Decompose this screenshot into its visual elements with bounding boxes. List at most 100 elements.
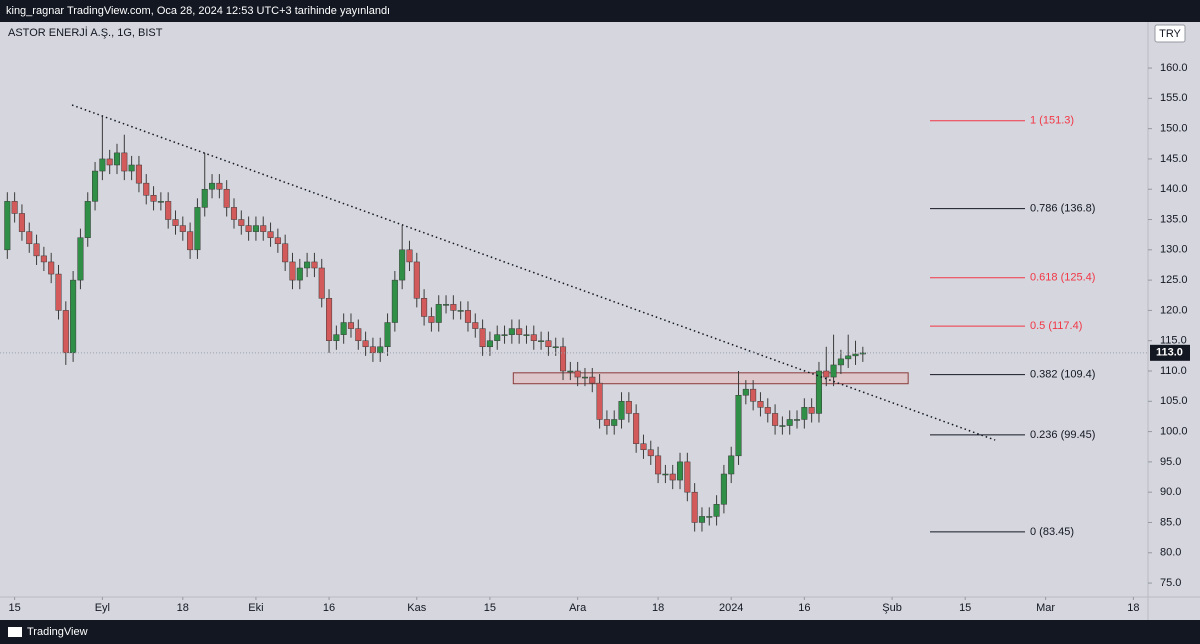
- candle-body: [230, 207, 238, 220]
- y-tick-label: 90.0: [1160, 486, 1181, 498]
- candle-body: [26, 231, 33, 245]
- candle-body: [362, 340, 369, 348]
- header-bar: [0, 0, 1200, 22]
- candle-body: [662, 473, 669, 476]
- y-tick-label: 110.0: [1160, 365, 1187, 377]
- candle-body: [706, 516, 713, 518]
- y-tick-label: 160.0: [1160, 62, 1188, 74]
- candle-body: [647, 449, 654, 457]
- y-tick-label: 120.0: [1160, 304, 1188, 316]
- candle-body: [209, 182, 216, 190]
- candle-body: [450, 304, 457, 311]
- candle-body: [187, 231, 194, 251]
- y-tick-label: 125.0: [1160, 274, 1188, 286]
- candle-body: [296, 267, 303, 281]
- candle-body: [77, 237, 84, 281]
- candle-body: [713, 504, 720, 517]
- candle-body: [128, 164, 135, 172]
- candle-body: [801, 407, 808, 420]
- candle-body: [830, 364, 837, 378]
- candle-body: [384, 322, 391, 348]
- currency-button[interactable]: [1154, 24, 1186, 43]
- candle-body: [633, 413, 640, 444]
- candle-body: [523, 334, 530, 336]
- candle-body: [113, 152, 121, 166]
- fib-label: 0 (83.45): [1030, 526, 1074, 538]
- y-tick-label: 105.0: [1160, 395, 1188, 407]
- chart-background: [0, 22, 1200, 620]
- x-tick-label: Ara: [569, 602, 587, 614]
- candle-body: [823, 370, 830, 378]
- y-tick-label: 115.0: [1160, 335, 1187, 347]
- candle-body: [99, 158, 106, 172]
- candle-body: [596, 382, 603, 420]
- candle-body: [406, 249, 413, 263]
- candle-body: [845, 355, 852, 360]
- candle-body: [757, 401, 764, 408]
- candle-body: [238, 219, 245, 226]
- candle-body: [464, 310, 472, 323]
- fib-label: 0.618 (125.4): [1030, 272, 1095, 284]
- candle-body: [377, 346, 384, 354]
- candle-body: [443, 304, 450, 306]
- x-tick-label: 15: [8, 602, 20, 614]
- candle-body: [40, 255, 47, 263]
- currency-label[interactable]: TRY: [1159, 28, 1181, 40]
- candle-body: [538, 340, 545, 342]
- candle-body: [486, 340, 493, 348]
- candle-body: [157, 201, 164, 203]
- candle-body: [252, 225, 259, 232]
- x-tick-label: 15: [484, 602, 496, 614]
- x-tick-label: 16: [323, 602, 335, 614]
- candle-body: [11, 201, 18, 214]
- candle-body: [150, 195, 157, 202]
- support-zone: [512, 372, 909, 385]
- candle-body: [355, 328, 362, 341]
- candle-body: [501, 334, 508, 336]
- candle-body: [786, 419, 793, 426]
- candle-body: [852, 353, 859, 357]
- candle-body: [720, 473, 727, 505]
- candle-body: [274, 237, 281, 245]
- y-tick-label: 135.0: [1160, 213, 1188, 225]
- candle-body: [545, 340, 552, 348]
- candle-body: [472, 322, 479, 329]
- candle-body: [33, 243, 40, 257]
- tradingview-logo: [8, 627, 22, 637]
- x-tick-label: 15: [959, 602, 971, 614]
- y-tick-label: 95.0: [1160, 456, 1181, 468]
- candle-body: [201, 188, 208, 208]
- x-tick-label: 18: [177, 602, 189, 614]
- candle-body: [772, 413, 779, 426]
- candle-body: [494, 334, 501, 341]
- candle-body: [611, 419, 618, 426]
- symbol-title: ASTOR ENERJİ A.Ş., 1G, BIST: [8, 26, 163, 39]
- fib-label: 0.236 (99.45): [1030, 429, 1095, 441]
- candle-body: [223, 188, 230, 208]
- candle-body: [728, 455, 735, 475]
- candle-body: [135, 164, 142, 184]
- y-tick-label: 75.0: [1160, 577, 1181, 589]
- last-price-box: [1150, 344, 1190, 361]
- last-price-label: 113.0: [1156, 347, 1183, 359]
- candle-body: [655, 455, 662, 475]
- y-tick-label: 150.0: [1160, 123, 1188, 135]
- candle-body: [326, 298, 333, 341]
- candle-body: [428, 316, 435, 323]
- x-tick-label: 16: [798, 602, 810, 614]
- candle-body: [304, 261, 311, 269]
- candle-body: [859, 352, 866, 355]
- candle-body: [676, 461, 684, 481]
- candle-body: [837, 358, 844, 366]
- candle-body: [742, 388, 749, 396]
- candle-body: [391, 279, 398, 323]
- candle-body: [413, 261, 420, 299]
- header-text: king_ragnar TradingView.com, Oca 28, 202…: [6, 5, 390, 17]
- candle-body: [815, 370, 822, 414]
- fib-label: 1 (151.3): [1030, 115, 1074, 127]
- candle-body: [399, 249, 406, 281]
- candle-body: [574, 370, 581, 378]
- candle-body: [48, 261, 55, 275]
- candle-body: [165, 201, 172, 220]
